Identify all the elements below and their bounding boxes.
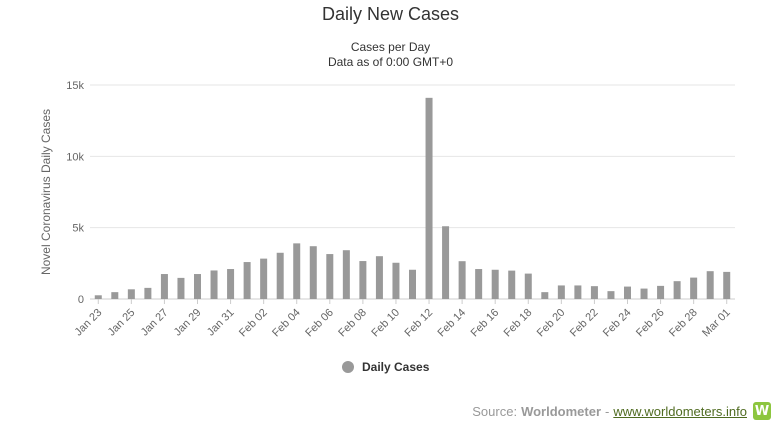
source-prefix: Source: [472, 403, 518, 419]
bar[interactable] [590, 286, 598, 299]
x-tick-label: Feb 04 [270, 307, 303, 340]
y-tick-label: 10k [66, 151, 84, 163]
bar[interactable] [227, 269, 235, 299]
legend-item-daily-cases[interactable]: Daily Cases [342, 360, 429, 374]
bar[interactable] [491, 269, 499, 299]
x-tick-label: Jan 25 [106, 307, 138, 339]
x-tick-label: Feb 24 [601, 307, 634, 340]
bar[interactable] [392, 262, 400, 299]
x-tick-label: Jan 27 [139, 307, 171, 339]
bar[interactable] [243, 262, 251, 299]
bar[interactable] [607, 291, 615, 299]
bar[interactable] [541, 292, 549, 299]
bar[interactable] [260, 258, 268, 299]
bar[interactable] [293, 243, 301, 299]
bar[interactable] [144, 287, 152, 299]
bar[interactable] [326, 254, 334, 299]
x-tick-label: Feb 10 [369, 307, 402, 340]
legend-swatch [342, 361, 354, 373]
chart-title: Daily New Cases [321, 4, 460, 24]
source-link[interactable]: www.worldometers.info [613, 403, 747, 419]
x-tick-label: Feb 28 [667, 307, 700, 340]
worldometer-logo-icon: W [753, 402, 771, 420]
x-tick-label: Feb 20 [535, 307, 568, 340]
bar[interactable] [508, 270, 516, 299]
x-tick-label: Feb 18 [502, 307, 535, 340]
x-tick-label: Feb 16 [469, 307, 502, 340]
legend-label: Daily Cases [362, 360, 430, 374]
bar[interactable] [111, 292, 119, 299]
subtitle-line-2: Data as of 0:00 GMT+0 [327, 55, 454, 69]
bar[interactable] [673, 281, 681, 299]
x-tick-label: Feb 12 [402, 307, 435, 340]
x-tick-label: Feb 06 [303, 307, 336, 340]
x-tick-label: Jan 23 [73, 307, 105, 339]
y-axis-label: Novel Coronavirus Daily Cases [39, 109, 53, 275]
chart-subtitle: Cases per Day Data as of 0:00 GMT+0 [0, 40, 781, 70]
bar[interactable] [425, 97, 433, 299]
bar[interactable] [160, 274, 168, 299]
bar[interactable] [640, 288, 648, 299]
bar[interactable] [475, 269, 483, 299]
y-tick-label: 0 [78, 294, 84, 306]
x-tick-label: Feb 02 [237, 307, 270, 340]
x-tick-label: Feb 26 [634, 307, 667, 340]
x-tick-label: Feb 22 [568, 307, 601, 340]
bar[interactable] [574, 285, 582, 299]
bar[interactable] [309, 246, 317, 299]
bar[interactable] [342, 250, 350, 299]
bar[interactable] [557, 285, 565, 299]
bar[interactable] [375, 256, 383, 299]
bar[interactable] [194, 274, 201, 299]
bar[interactable] [690, 277, 698, 299]
y-tick-label: 15k [66, 80, 84, 92]
source-credit: Source: Worldometer - www.worldometers.i… [472, 402, 771, 420]
x-tick-label: Jan 31 [205, 307, 237, 339]
bar[interactable] [276, 252, 284, 299]
bar[interactable] [127, 289, 135, 299]
bar[interactable] [177, 277, 185, 299]
bar[interactable] [94, 295, 102, 299]
x-tick-label: Jan 29 [172, 307, 204, 339]
bar[interactable] [624, 286, 631, 299]
y-tick-label: 5k [72, 223, 84, 235]
bar[interactable] [442, 226, 450, 299]
bar[interactable] [706, 271, 714, 299]
bar[interactable] [359, 261, 367, 299]
source-brand: Worldometer [521, 403, 601, 419]
bar[interactable] [210, 270, 218, 299]
bar[interactable] [657, 285, 665, 299]
x-tick-label: Mar 01 [700, 307, 733, 340]
x-tick-label: Feb 14 [436, 307, 469, 340]
bar[interactable] [458, 261, 466, 299]
bar[interactable] [524, 273, 532, 299]
bar[interactable] [409, 269, 416, 299]
x-tick-label: Feb 08 [336, 307, 369, 340]
source-separator: - [605, 403, 610, 419]
subtitle-line-1: Cases per Day [350, 40, 431, 54]
bar[interactable] [723, 271, 731, 299]
